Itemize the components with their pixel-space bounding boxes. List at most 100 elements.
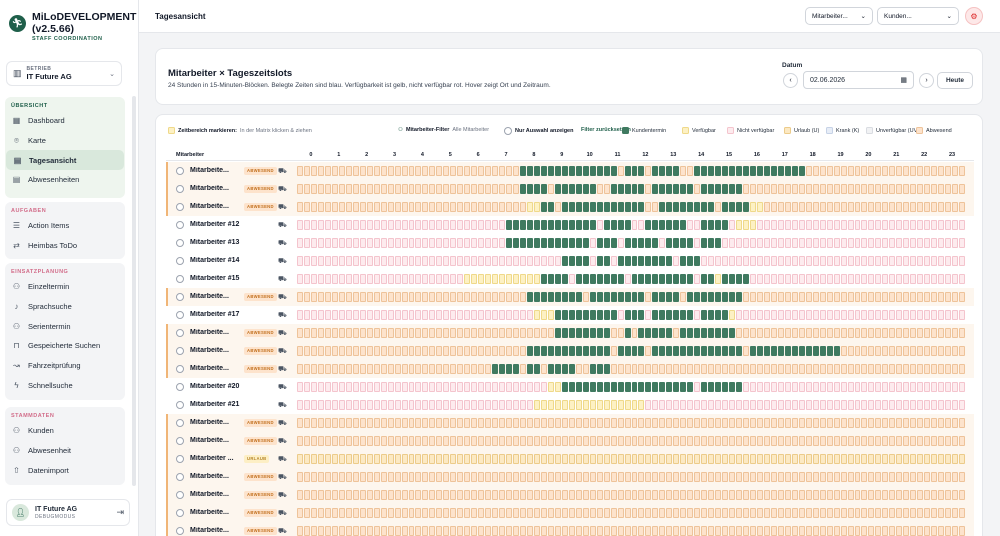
slot-available[interactable]	[603, 400, 610, 410]
slot-empty[interactable]	[485, 346, 492, 356]
slot-empty[interactable]	[554, 490, 561, 500]
slot-empty[interactable]	[443, 508, 450, 518]
slot-empty[interactable]	[701, 508, 708, 518]
slot-empty[interactable]	[945, 328, 952, 338]
slot-empty[interactable]	[638, 508, 645, 518]
slot-empty[interactable]	[387, 328, 394, 338]
slot-booked[interactable]	[568, 220, 575, 230]
slot-available[interactable]	[589, 400, 596, 410]
slot-empty[interactable]	[359, 508, 366, 518]
slot-empty[interactable]	[387, 274, 394, 284]
slot-empty[interactable]	[478, 418, 485, 428]
slot-empty[interactable]	[624, 364, 631, 374]
slot-booked[interactable]	[798, 346, 805, 356]
slot-empty[interactable]	[791, 274, 798, 284]
slot-empty[interactable]	[959, 454, 965, 464]
slot-empty[interactable]	[464, 436, 471, 446]
slot-empty[interactable]	[798, 274, 805, 284]
slot-empty[interactable]	[429, 490, 436, 500]
slot-empty[interactable]	[701, 526, 708, 536]
slot-empty[interactable]	[415, 328, 422, 338]
slot-empty[interactable]	[903, 490, 910, 500]
slot-booked[interactable]	[575, 256, 582, 266]
slot-empty[interactable]	[931, 202, 938, 212]
slot-booked[interactable]	[708, 202, 715, 212]
slot-booked[interactable]	[506, 220, 513, 230]
slot-booked[interactable]	[763, 166, 770, 176]
slot-empty[interactable]	[889, 166, 896, 176]
slot-empty[interactable]	[492, 454, 499, 464]
sidebar-item-gespeicherte-suchen[interactable]: ⊓ Gespeicherte Suchen	[5, 336, 125, 356]
slot-booked[interactable]	[645, 382, 652, 392]
slot-empty[interactable]	[826, 202, 833, 212]
slot-empty[interactable]	[931, 436, 938, 446]
slot-empty[interactable]	[784, 490, 791, 500]
slot-booked[interactable]	[722, 184, 729, 194]
slot-empty[interactable]	[478, 292, 485, 302]
slot-empty[interactable]	[749, 256, 756, 266]
slot-empty[interactable]	[687, 418, 694, 428]
slot-empty[interactable]	[931, 400, 938, 410]
slot-empty[interactable]	[694, 436, 701, 446]
slot-empty[interactable]	[443, 472, 450, 482]
slot-empty[interactable]	[833, 256, 840, 266]
slot-empty[interactable]	[770, 526, 777, 536]
slot-empty[interactable]	[805, 490, 812, 500]
slot-empty[interactable]	[833, 436, 840, 446]
slot-empty[interactable]	[575, 364, 582, 374]
slot-empty[interactable]	[791, 292, 798, 302]
slot-empty[interactable]	[338, 292, 345, 302]
slot-empty[interactable]	[959, 418, 965, 428]
slot-empty[interactable]	[485, 328, 492, 338]
slot-empty[interactable]	[533, 328, 540, 338]
slot-empty[interactable]	[331, 436, 338, 446]
slot-booked[interactable]	[547, 220, 554, 230]
slot-empty[interactable]	[819, 328, 826, 338]
slot-empty[interactable]	[499, 472, 506, 482]
slot-empty[interactable]	[945, 490, 952, 500]
slot-booked[interactable]	[701, 382, 708, 392]
slot-empty[interactable]	[861, 328, 868, 338]
slot-booked[interactable]	[603, 256, 610, 266]
slot-empty[interactable]	[331, 202, 338, 212]
slot-empty[interactable]	[317, 292, 324, 302]
slot-empty[interactable]	[826, 436, 833, 446]
slot-empty[interactable]	[854, 454, 861, 464]
slot-empty[interactable]	[338, 472, 345, 482]
slot-empty[interactable]	[310, 454, 317, 464]
slot-empty[interactable]	[938, 166, 945, 176]
slot-empty[interactable]	[819, 184, 826, 194]
slot-empty[interactable]	[701, 256, 708, 266]
slot-empty[interactable]	[959, 490, 965, 500]
slot-empty[interactable]	[680, 436, 687, 446]
slot-empty[interactable]	[596, 418, 603, 428]
slot-empty[interactable]	[903, 418, 910, 428]
slot-empty[interactable]	[708, 256, 715, 266]
slot-empty[interactable]	[415, 292, 422, 302]
slot-empty[interactable]	[338, 436, 345, 446]
slot-available[interactable]	[526, 274, 533, 284]
slot-booked[interactable]	[729, 202, 736, 212]
slot-empty[interactable]	[791, 328, 798, 338]
slot-empty[interactable]	[317, 202, 324, 212]
slot-empty[interactable]	[352, 382, 359, 392]
slot-empty[interactable]	[917, 472, 924, 482]
slot-empty[interactable]	[610, 418, 617, 428]
slot-empty[interactable]	[526, 508, 533, 518]
slot-empty[interactable]	[826, 292, 833, 302]
slot-empty[interactable]	[415, 346, 422, 356]
slot-booked[interactable]	[666, 238, 673, 248]
slot-empty[interactable]	[910, 220, 917, 230]
slot-empty[interactable]	[847, 454, 854, 464]
slot-empty[interactable]	[533, 418, 540, 428]
slot-empty[interactable]	[408, 202, 415, 212]
slot-booked[interactable]	[659, 382, 666, 392]
slot-empty[interactable]	[617, 454, 624, 464]
slot-empty[interactable]	[833, 472, 840, 482]
slot-empty[interactable]	[889, 382, 896, 392]
slot-empty[interactable]	[791, 238, 798, 248]
slot-empty[interactable]	[924, 490, 931, 500]
slot-empty[interactable]	[722, 490, 729, 500]
slot-empty[interactable]	[861, 364, 868, 374]
slot-booked[interactable]	[701, 274, 708, 284]
